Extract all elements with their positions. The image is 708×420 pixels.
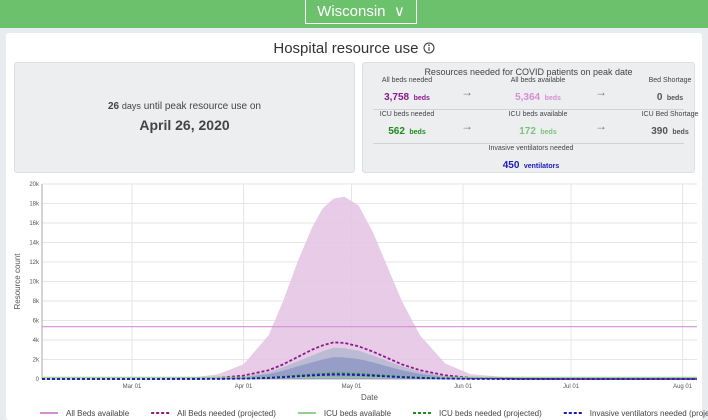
peak-days: 26: [108, 101, 120, 112]
resource-unit: beds: [672, 129, 689, 136]
y-axis-label: Resource count: [13, 253, 22, 310]
resource-number: 450: [502, 160, 520, 171]
arrow: →: [595, 85, 607, 99]
resource-label: All beds needed: [381, 77, 433, 84]
resource-unit: beds: [413, 95, 430, 102]
resource-number: 0: [656, 92, 663, 103]
resource-unit: beds: [409, 129, 426, 136]
info-icon[interactable]: [423, 42, 435, 54]
resource-label: Invasive ventilators needed: [488, 145, 574, 152]
x-tick-label: May 01: [342, 384, 362, 390]
divider: [373, 109, 684, 110]
peak-unit: days: [121, 101, 141, 111]
resource-value: 390 beds: [610, 121, 708, 139]
x-tick-label: Jun 01: [454, 384, 473, 390]
resource-value: 0 beds: [610, 87, 708, 105]
peak-date: April 26, 2020: [139, 117, 230, 133]
page-title: Hospital resource use: [0, 40, 708, 57]
resource-number: 3,758: [384, 92, 410, 103]
y-tick-label: 14k: [29, 241, 40, 247]
resource-value: 5,364 beds: [478, 87, 598, 105]
title-text: Hospital resource use: [273, 40, 419, 57]
y-tick-label: 4k: [33, 338, 40, 344]
y-tick-label: 18k: [29, 202, 40, 208]
divider: [373, 143, 684, 144]
resources-card: Resources needed for COVID patients on p…: [362, 62, 698, 173]
resource-item: Bed Shortage 0 beds: [610, 77, 708, 105]
y-tick-label: 16k: [29, 221, 40, 227]
y-tick-label: 8k: [33, 299, 40, 305]
resource-label: Bed Shortage: [648, 77, 692, 84]
resource-number: 172: [519, 126, 536, 137]
resource-number: 390: [651, 126, 668, 137]
peak-text: until peak resource use on: [143, 101, 261, 112]
y-tick-label: 20k: [29, 182, 40, 188]
resource-item: ICU beds available 172 beds: [478, 111, 598, 139]
x-tick-label: Mar 01: [123, 384, 142, 390]
y-tick-label: 12k: [29, 260, 40, 266]
resource-label: ICU beds needed: [379, 111, 435, 118]
peak-line: 26 days until peak resource use on: [15, 101, 354, 112]
resource-number: 5,364: [515, 92, 541, 103]
x-tick-label: Aug 01: [673, 384, 693, 390]
resource-item: All beds available 5,364 beds: [478, 77, 598, 105]
y-tick-label: 0: [36, 377, 40, 383]
resource-unit: beds: [540, 129, 557, 136]
legend-label: ICU beds available: [324, 409, 392, 418]
x-tick-label: Apr 01: [235, 384, 253, 390]
legend-label: Invasive ventilators needed (projected): [590, 409, 708, 418]
chart: 0 2k 4k 6k 8k 10k 12k 14k 16k 18k 20k Mar 01 Apr 01 M…: [13, 182, 708, 418]
resource-value: 3,758 beds: [347, 87, 467, 105]
x-tick-label: Jul 01: [563, 384, 580, 390]
resource-label: ICU beds available: [508, 111, 568, 118]
band-area: [42, 357, 697, 379]
arrow: →: [461, 119, 473, 133]
resource-value: 450 ventilators: [471, 155, 591, 173]
resource-item: Invasive ventilators needed 450 ventilat…: [471, 145, 591, 173]
resource-value: 562 beds: [347, 121, 467, 139]
y-tick-label: 10k: [29, 280, 40, 286]
arrow: →: [461, 85, 473, 99]
resource-item: ICU Bed Shortage 390 beds: [610, 111, 708, 139]
legend-label: ICU beds needed (projected): [439, 409, 542, 418]
x-axis-label: Date: [361, 393, 378, 402]
legend-label: All Beds needed (projected): [177, 409, 276, 418]
resources-title: Resources needed for COVID patients on p…: [424, 67, 633, 77]
series-line: [42, 373, 697, 380]
arrow: →: [595, 119, 607, 133]
state-name: Wisconsin: [317, 3, 386, 20]
state-dropdown[interactable]: Wisconsin ∨: [305, 0, 417, 24]
resource-unit: ventilators: [523, 163, 560, 170]
y-tick-label: 6k: [33, 319, 40, 325]
y-tick-label: 2k: [33, 358, 40, 364]
band-area: [42, 196, 697, 379]
resource-label: All beds available: [510, 77, 566, 84]
resource-item: All beds needed 3,758 beds: [347, 77, 467, 105]
resource-value: 172 beds: [478, 121, 598, 139]
peak-card: 26 days until peak resource use on April…: [14, 62, 355, 173]
resource-unit: beds: [544, 95, 561, 102]
resource-unit: beds: [666, 95, 684, 102]
legend-label: All Beds available: [66, 409, 130, 418]
resource-number: 562: [388, 126, 405, 137]
resource-item: ICU beds needed 562 beds: [347, 111, 467, 139]
resource-label: ICU Bed Shortage: [641, 111, 699, 118]
